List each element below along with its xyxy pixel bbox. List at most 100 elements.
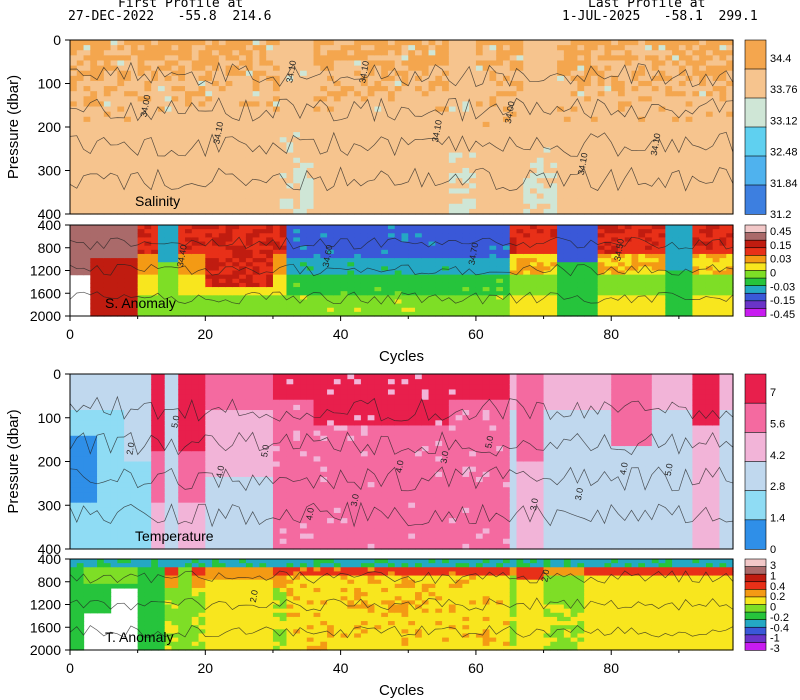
heat-cell [272, 173, 281, 179]
heat-cell [360, 183, 369, 190]
heat-cell [245, 245, 254, 251]
heat-cell [239, 55, 247, 62]
heat-cell [550, 80, 558, 87]
heat-cell [387, 70, 396, 77]
heat-cell [252, 299, 261, 305]
heat-cell [279, 111, 288, 118]
heat-cell [590, 147, 599, 154]
heat-cell [550, 167, 558, 174]
heat-cell [475, 311, 484, 317]
heat-cell [726, 147, 734, 154]
heat-cell [502, 266, 511, 272]
heat-cell [645, 157, 653, 164]
heat-cell [563, 55, 572, 62]
heat-cell [624, 208, 633, 215]
heat-cell [83, 162, 91, 169]
heat-cell [293, 258, 301, 263]
heat-cell [570, 152, 578, 159]
heat-cell [577, 60, 585, 67]
heat-cell [570, 45, 578, 51]
heat-cell [110, 233, 118, 239]
heat-cell [70, 127, 78, 133]
heat-cell [137, 258, 146, 263]
heat-cell [300, 311, 308, 317]
heat-cell [232, 101, 240, 108]
heat-cell [110, 75, 118, 82]
heat-cell [300, 178, 308, 184]
heat-cell [360, 287, 369, 292]
heat-cell [320, 225, 328, 230]
heat-cell [171, 152, 179, 159]
heat-cell [638, 96, 646, 103]
heat-cell [577, 65, 585, 72]
heat-cell [232, 80, 240, 87]
heat-cell [374, 132, 382, 138]
heat-cell [408, 111, 416, 118]
heat-cell [151, 291, 159, 296]
heat-cell [225, 229, 233, 234]
heat-cell [205, 111, 213, 118]
heat-cell [245, 203, 254, 210]
heat-cell [509, 237, 518, 243]
heat-cell [306, 167, 315, 174]
heat-cell [313, 258, 321, 263]
heat-cell [692, 70, 700, 77]
heat-cell [672, 142, 680, 149]
heat-cell [327, 249, 335, 255]
heat-cell [496, 162, 504, 169]
heat-cell [502, 65, 511, 72]
heat-cell [367, 278, 376, 284]
heat-cell [577, 178, 585, 184]
heat-cell [550, 287, 558, 292]
heat-cell [144, 193, 152, 200]
heat-cell [327, 198, 335, 205]
heat-cell [266, 147, 274, 154]
heat-cell [151, 303, 159, 309]
heat-cell [333, 295, 342, 301]
heat-cell [421, 65, 430, 72]
heat-cell [110, 198, 118, 205]
heat-cell [212, 241, 220, 247]
heat-cell [144, 152, 152, 159]
heat-cell [516, 225, 524, 230]
heat-cell [137, 203, 146, 210]
heat-cell [672, 203, 680, 210]
heat-cell [191, 245, 200, 251]
heat-cell [293, 173, 301, 179]
heat-cell [374, 80, 382, 87]
heat-cell [455, 106, 463, 113]
heat-cell [421, 282, 430, 288]
heat-cell [462, 127, 470, 133]
heat-cell [489, 198, 497, 205]
heat-cell [117, 241, 125, 247]
heat-cell [313, 65, 321, 72]
heat-cell [726, 193, 734, 200]
heat-cell [320, 266, 328, 272]
heat-cell [469, 101, 477, 108]
heat-cell [225, 193, 233, 200]
heat-cell [665, 188, 673, 195]
heat-cell [333, 208, 342, 215]
heat-cell [536, 86, 545, 92]
heat-cell [658, 86, 666, 92]
heat-cell [489, 249, 497, 255]
heat-cell [272, 70, 281, 77]
heat-cell [482, 249, 491, 255]
heat-cell [523, 270, 531, 276]
heat-cell [442, 127, 450, 133]
heat-cell [151, 233, 159, 239]
heat-cell [462, 311, 470, 317]
heat-cell [469, 121, 477, 128]
heat-cell [719, 116, 727, 123]
heat-cell [320, 233, 328, 239]
heat-cell [191, 96, 200, 103]
heat-cell [645, 86, 653, 92]
heat-cell [340, 137, 348, 143]
heat-cell [719, 45, 727, 51]
heat-cell [239, 287, 247, 292]
heat-cell [523, 152, 531, 159]
heat-cell [103, 253, 112, 259]
heat-cell [624, 111, 633, 118]
heat-cell [658, 65, 666, 72]
heat-cell [489, 111, 497, 118]
